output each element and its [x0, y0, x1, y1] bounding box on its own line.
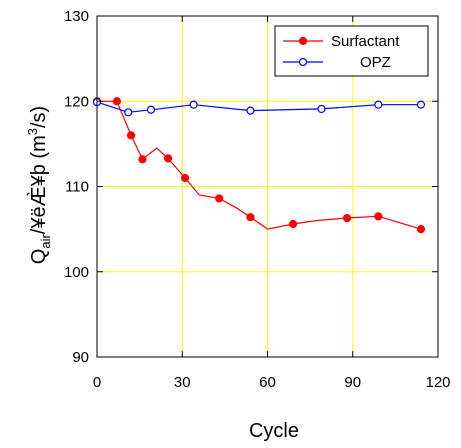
data-point	[247, 107, 254, 114]
legend: Surfactant OPZ	[275, 26, 428, 76]
y-axis-label-end: /s)	[28, 106, 50, 128]
data-point	[182, 174, 189, 181]
x-tick-label: 120	[425, 374, 450, 391]
data-point	[344, 215, 351, 222]
series-line	[97, 102, 421, 112]
legend-label: OPZ	[360, 54, 391, 71]
x-tick-label: 60	[259, 374, 276, 391]
x-tick-label: 90	[344, 374, 361, 391]
x-tick-label: 0	[93, 374, 101, 391]
data-point	[139, 156, 146, 163]
data-point	[318, 105, 325, 112]
series-line	[97, 101, 421, 229]
series-layer	[94, 98, 425, 233]
data-point	[247, 214, 254, 221]
y-tick-label: 120	[64, 93, 89, 110]
y-axis-label-sub: air	[38, 234, 53, 249]
y-tick-label: 100	[64, 264, 89, 281]
data-point	[375, 101, 382, 108]
data-point	[190, 101, 197, 108]
x-axis-label: Cycle	[249, 420, 299, 442]
y-tick-label: 130	[64, 8, 89, 25]
y-axis-label-main: Q	[28, 249, 50, 265]
y-axis-label: Qair/¥ëÆ̀¥þ (m3/s)	[25, 106, 53, 264]
legend-label: Surfactant	[331, 33, 400, 50]
y-tick-label: 110	[65, 179, 89, 196]
data-point	[128, 132, 135, 139]
data-point	[216, 195, 223, 202]
data-point	[125, 109, 132, 116]
legend-marker	[300, 38, 307, 45]
data-point	[417, 101, 424, 108]
data-point	[375, 213, 382, 220]
x-tick-label: 30	[174, 374, 191, 391]
y-axis-label-mid: /¥ëÆ̀¥þ (m	[27, 135, 50, 234]
data-point	[417, 226, 424, 233]
data-point	[290, 221, 297, 228]
data-point	[147, 106, 154, 113]
data-point	[113, 98, 120, 105]
y-axis-label-sup: 3	[25, 128, 40, 135]
y-tick-label: 90	[72, 349, 89, 366]
legend-marker	[300, 59, 307, 66]
series-surfactant	[94, 98, 425, 233]
data-point	[165, 155, 172, 162]
